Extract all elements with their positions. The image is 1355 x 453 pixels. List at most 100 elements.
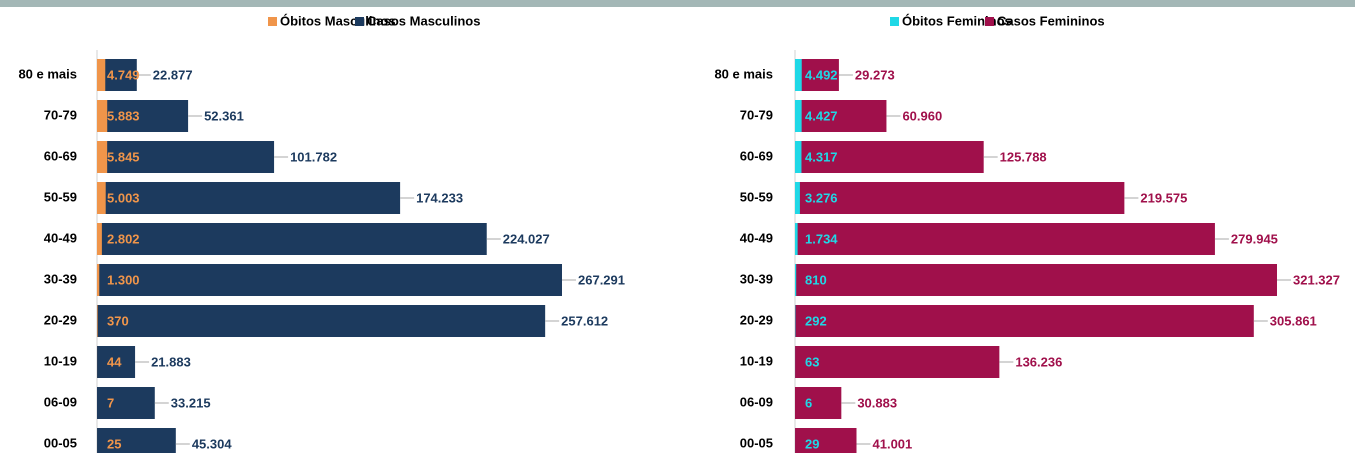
value-label: 279.945 <box>1231 231 1278 246</box>
value-label: 219.575 <box>1140 190 1187 205</box>
value-label: 125.788 <box>1000 149 1047 164</box>
bar <box>795 223 1215 255</box>
value-label: 52.361 <box>204 108 244 123</box>
value-label: 321.327 <box>1293 272 1340 287</box>
value-label: 292 <box>805 313 827 328</box>
value-label: 33.215 <box>171 395 211 410</box>
bar <box>795 141 802 173</box>
bar <box>795 346 1000 378</box>
category-label: 10-19 <box>740 353 773 368</box>
bar <box>795 428 857 453</box>
legend-label: Casos Femininos <box>997 13 1105 28</box>
bar <box>97 428 176 453</box>
value-label: 21.883 <box>151 354 191 369</box>
legend-swatch <box>985 17 994 26</box>
bar <box>97 100 189 132</box>
bar <box>795 59 802 91</box>
value-label: 29.273 <box>855 67 895 82</box>
bar <box>795 141 984 173</box>
category-label: 00-05 <box>740 435 773 450</box>
bar <box>97 182 401 214</box>
bar <box>97 346 136 378</box>
category-label: 80 e mais <box>714 66 773 81</box>
bar <box>795 59 839 91</box>
category-label: 06-09 <box>740 394 773 409</box>
bar <box>795 223 798 255</box>
category-label: 40-49 <box>740 230 773 245</box>
value-label: 224.027 <box>503 231 550 246</box>
bar <box>795 182 1125 214</box>
category-label: 30-39 <box>44 271 77 286</box>
bar <box>97 59 106 91</box>
bar <box>795 387 842 419</box>
value-label: 30.883 <box>857 395 897 410</box>
value-label: 305.861 <box>1270 313 1317 328</box>
value-label: 63 <box>805 354 819 369</box>
bar <box>795 264 1277 296</box>
value-label: 1.734 <box>805 231 838 246</box>
value-label: 45.304 <box>192 436 233 451</box>
value-label: 267.291 <box>578 272 625 287</box>
value-label: 2.802 <box>107 231 140 246</box>
bar <box>795 100 802 132</box>
value-label: 4.317 <box>805 149 838 164</box>
value-label: 29 <box>805 436 819 451</box>
category-label: 80 e mais <box>18 66 77 81</box>
value-label: 4.749 <box>107 67 140 82</box>
bar <box>97 264 100 296</box>
bar <box>97 223 102 255</box>
value-label: 136.236 <box>1015 354 1062 369</box>
bar <box>97 305 546 337</box>
category-label: 60-69 <box>44 148 77 163</box>
value-label: 3.276 <box>805 190 838 205</box>
category-label: 60-69 <box>740 148 773 163</box>
value-label: 257.612 <box>561 313 608 328</box>
bar <box>97 141 275 173</box>
category-label: 70-79 <box>740 107 773 122</box>
bar <box>795 100 887 132</box>
value-label: 41.001 <box>873 436 913 451</box>
value-label: 5.003 <box>107 190 140 205</box>
value-label: 60.960 <box>902 108 942 123</box>
legend-swatch <box>355 17 364 26</box>
bar <box>795 182 800 214</box>
value-label: 25 <box>107 436 121 451</box>
value-label: 7 <box>107 395 114 410</box>
value-label: 5.883 <box>107 108 140 123</box>
category-label: 00-05 <box>44 435 77 450</box>
legend-label: Óbitos Masculinos <box>280 13 396 28</box>
value-label: 101.782 <box>290 149 337 164</box>
category-label: 50-59 <box>44 189 77 204</box>
bar <box>97 305 98 337</box>
bar <box>97 264 562 296</box>
legend-label: Óbitos Femininos <box>902 13 1012 28</box>
value-label: 4.492 <box>805 67 838 82</box>
legend-swatch <box>890 17 899 26</box>
value-label: 370 <box>107 313 129 328</box>
value-label: 6 <box>805 395 812 410</box>
bar <box>795 264 797 296</box>
value-label: 44 <box>107 354 122 369</box>
value-label: 1.300 <box>107 272 140 287</box>
category-label: 20-29 <box>44 312 77 327</box>
bar <box>97 141 108 173</box>
bar <box>97 100 108 132</box>
value-label: 22.877 <box>153 67 193 82</box>
bar <box>97 387 155 419</box>
category-label: 06-09 <box>44 394 77 409</box>
legend-swatch <box>268 17 277 26</box>
category-label: 70-79 <box>44 107 77 122</box>
category-label: 50-59 <box>740 189 773 204</box>
top-band <box>0 0 1355 7</box>
bar <box>97 223 487 255</box>
value-label: 174.233 <box>416 190 463 205</box>
value-label: 810 <box>805 272 827 287</box>
category-label: 20-29 <box>740 312 773 327</box>
category-label: 40-49 <box>44 230 77 245</box>
value-label: 5.845 <box>107 149 140 164</box>
value-label: 4.427 <box>805 108 838 123</box>
legend-label: Casos Masculinos <box>367 13 480 28</box>
bar <box>97 182 106 214</box>
bar <box>795 305 1254 337</box>
